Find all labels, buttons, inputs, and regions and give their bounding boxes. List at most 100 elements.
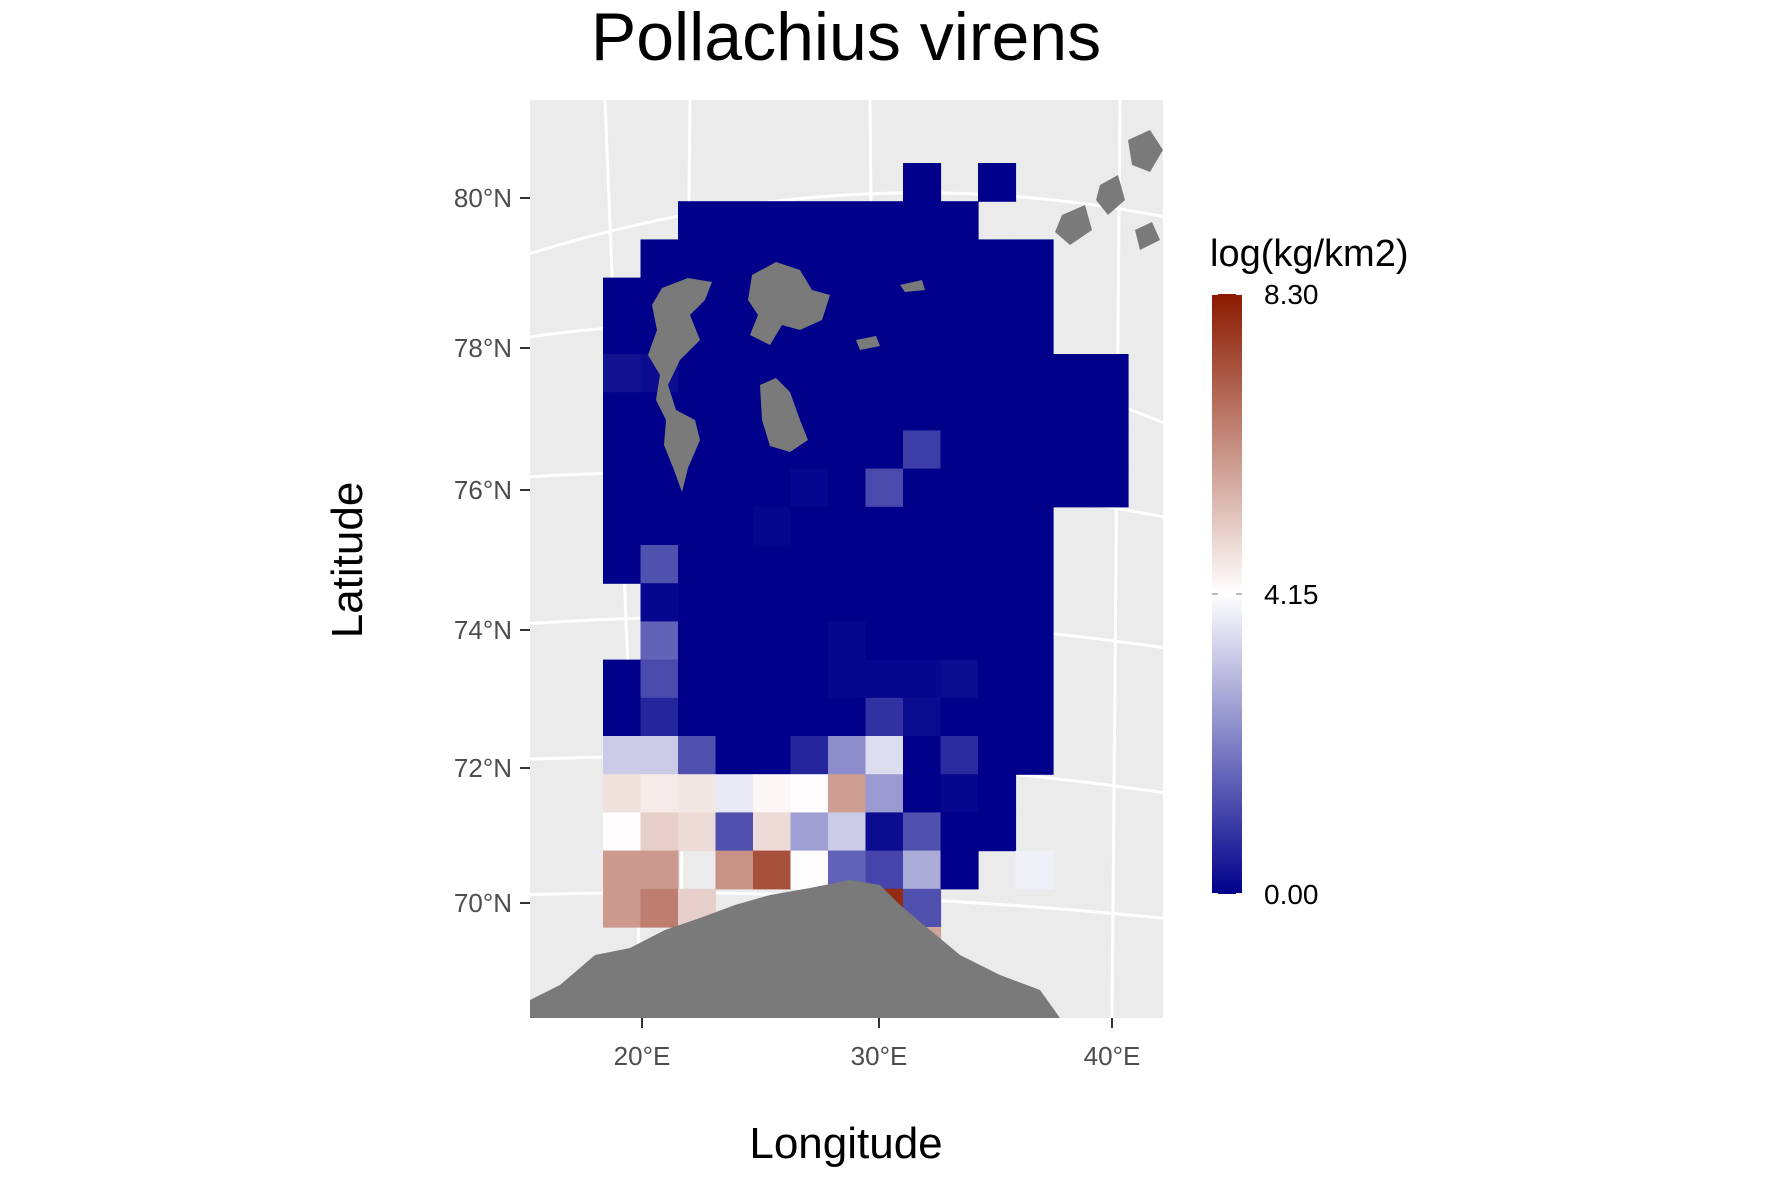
svalbard-islet-2	[900, 280, 925, 292]
heatmap-cell	[940, 468, 979, 508]
heatmap-cell	[1015, 850, 1054, 890]
heatmap-cell	[865, 354, 904, 393]
heatmap-cell	[790, 659, 829, 699]
svg-text:70°N: 70°N	[454, 888, 512, 918]
heatmap-cell	[903, 392, 942, 431]
heatmap-cell	[865, 239, 904, 279]
heatmap-cell	[603, 888, 642, 928]
heatmap-cell	[603, 506, 642, 546]
heatmap-cell	[678, 583, 717, 622]
heatmap-cell	[828, 736, 867, 775]
svg-text:74°N: 74°N	[454, 615, 512, 645]
heatmap-cell	[940, 392, 979, 431]
heatmap-cell	[715, 468, 754, 508]
heatmap-cell	[978, 430, 1017, 470]
heatmap-cell	[753, 468, 792, 508]
heatmap-cell	[790, 736, 829, 775]
heatmap-cell	[1015, 354, 1054, 393]
heatmap-cell	[790, 850, 829, 890]
heatmap-cell	[603, 659, 642, 699]
heatmap-cell	[640, 812, 679, 852]
heatmap-cell	[678, 621, 717, 661]
franz-josef-4	[1135, 222, 1160, 250]
y-axis: 70°N 72°N 74°N 76°N 78°N 80°N	[454, 183, 530, 918]
heatmap-cell	[828, 812, 867, 852]
heatmap-cell	[640, 239, 679, 279]
heatmap-cell	[603, 354, 642, 393]
heatmap-cell	[903, 736, 942, 775]
heatmap-cell	[753, 545, 792, 584]
y-tick: 78°N	[454, 333, 530, 363]
heatmap-cell	[978, 354, 1017, 393]
heatmap-cell	[903, 468, 942, 508]
heatmap-cell	[715, 812, 754, 852]
heatmap-cell	[1015, 697, 1054, 737]
heatmap-cell	[678, 774, 717, 813]
heatmap-cell	[603, 468, 642, 508]
heatmap-cell	[790, 354, 829, 393]
heatmap-cell	[903, 430, 942, 470]
heatmap-cell	[828, 239, 867, 279]
heatmap-cell	[715, 201, 754, 240]
heatmap-cell	[715, 659, 754, 699]
heatmap-cell	[978, 812, 1017, 852]
heatmap-cell	[790, 697, 829, 737]
heatmap-cell	[640, 888, 679, 928]
heatmap-cell	[865, 697, 904, 737]
heatmap-cell	[1015, 392, 1054, 431]
legend-title: log(kg/km2)	[1210, 233, 1409, 275]
heatmap-cell	[715, 392, 754, 431]
heatmap-cell	[865, 392, 904, 431]
heatmap-cell	[903, 812, 942, 852]
heatmap-cell	[1090, 392, 1129, 431]
heatmap-cell	[865, 812, 904, 852]
heatmap-cell	[678, 354, 717, 393]
heatmap-cell	[940, 545, 979, 584]
svg-text:80°N: 80°N	[454, 183, 512, 213]
svg-text:76°N: 76°N	[454, 475, 512, 505]
x-tick: 20°E	[614, 1018, 670, 1071]
heatmap-cell	[640, 545, 679, 584]
svalbard-east	[760, 378, 808, 452]
heatmap-cell	[903, 545, 942, 584]
heatmap-cell	[865, 468, 904, 508]
heatmap-cell	[940, 277, 979, 317]
x-axis: 20°E 30°E 40°E	[614, 1018, 1140, 1071]
franz-josef-2	[1096, 175, 1125, 215]
legend: log(kg/km2) 8.30 4.15 0.00	[1210, 233, 1409, 910]
heatmap-cell	[753, 621, 792, 661]
heatmap-cell	[940, 430, 979, 470]
heatmap-cell	[940, 239, 979, 279]
heatmap-cell	[790, 201, 829, 240]
chart-title: Pollachius virens	[591, 0, 1101, 75]
svg-text:4.15: 4.15	[1264, 579, 1319, 610]
heatmap-cell	[865, 736, 904, 775]
heatmap-cell	[978, 506, 1017, 546]
heatmap-cell	[940, 850, 979, 890]
heatmap-cell	[940, 583, 979, 622]
heatmap-cell	[1015, 545, 1054, 584]
heatmap-cell	[828, 621, 867, 661]
heatmap-cell	[828, 468, 867, 508]
heatmap-cell	[678, 812, 717, 852]
heatmap-cell	[903, 621, 942, 661]
svg-text:72°N: 72°N	[454, 753, 512, 783]
heatmap-cell	[828, 774, 867, 813]
heatmap-cell	[753, 583, 792, 622]
heatmap-cell	[1090, 430, 1129, 470]
meridian-40e	[1110, 100, 1122, 1018]
heatmap-cell	[978, 659, 1017, 699]
heatmap-cell	[678, 506, 717, 546]
heatmap-cell	[640, 621, 679, 661]
y-tick: 74°N	[454, 615, 530, 645]
heatmap-cell	[715, 774, 754, 813]
heatmap-cell	[1015, 315, 1054, 355]
heatmap-cell	[753, 850, 792, 890]
heatmap-cell	[903, 163, 942, 202]
heatmap-cell	[865, 545, 904, 584]
heatmap-cell	[903, 201, 942, 240]
heatmap-cell	[903, 239, 942, 279]
svalbard-north	[748, 262, 830, 345]
heatmap-cell	[865, 774, 904, 813]
heatmap-cell	[603, 774, 642, 813]
